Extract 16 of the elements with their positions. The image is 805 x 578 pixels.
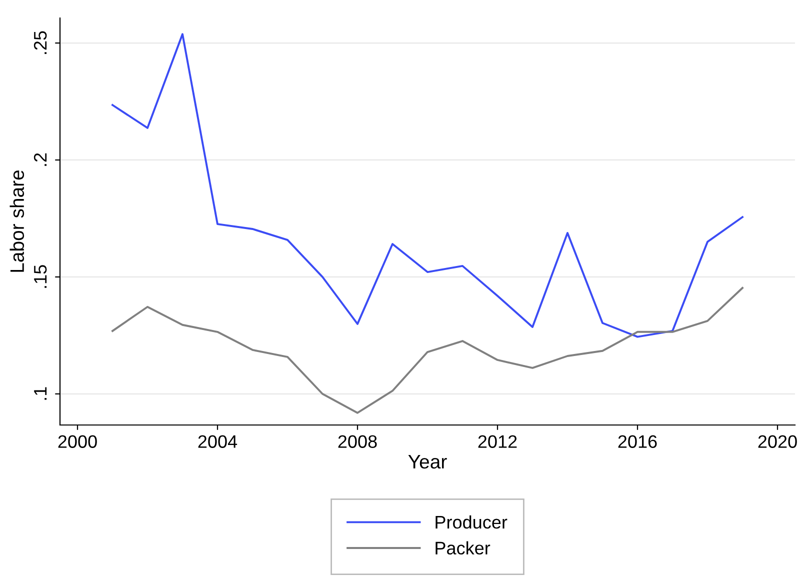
line-series [112,286,744,414]
y-axis-title: Labor share [10,170,24,272]
x-tick-label: 2000 [58,435,97,448]
line-series [112,33,744,338]
y-tick-label: .1 [34,387,47,400]
x-tick-label: 2016 [618,435,657,448]
x-tick-label: 2012 [478,435,517,448]
x-tick-label: 2008 [338,435,377,448]
x-axis-title: Year [408,455,447,469]
legend-label: Producer [436,515,508,529]
legend-label: Packer [436,541,490,555]
y-tick-label: .15 [34,265,47,288]
y-tick-label: .25 [34,31,47,54]
x-tick-label: 2004 [198,435,238,448]
y-tick-label: .2 [34,153,47,166]
x-tick-label: 2020 [758,435,797,448]
